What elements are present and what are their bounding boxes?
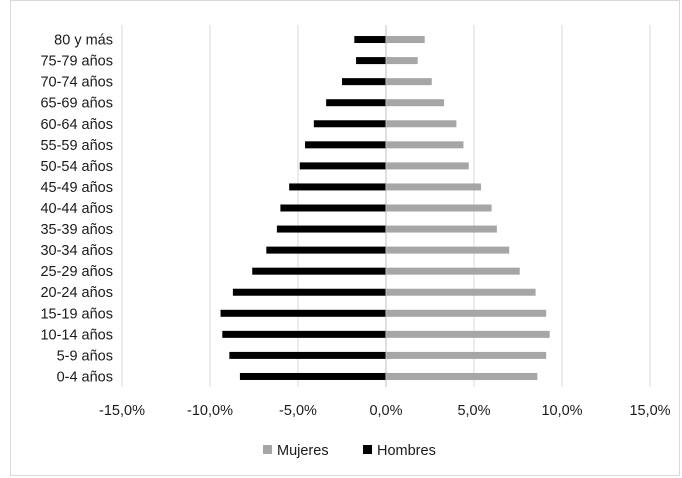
bar-mujeres xyxy=(386,225,497,233)
bar-hombres xyxy=(280,204,386,212)
category-label: 30-34 años xyxy=(40,243,113,259)
bar-mujeres xyxy=(386,36,425,44)
category-label: 0-4 años xyxy=(57,369,113,385)
bar-mujeres xyxy=(386,57,418,65)
category-label: 25-29 años xyxy=(40,264,113,280)
category-label: 5-9 años xyxy=(57,348,113,364)
bar-hombres xyxy=(354,36,386,44)
category-label: 40-44 años xyxy=(40,201,113,217)
legend-label-hombres: Hombres xyxy=(377,443,436,459)
category-labels: 0-4 años 5-9 años 10-14 años 15-19 años 20-2… xyxy=(40,33,113,386)
chart-area: 0-4 años 5-9 años 10-14 años 15-19 años 20-2… xyxy=(10,0,680,476)
bar-mujeres xyxy=(386,204,492,212)
category-label: 15-19 años xyxy=(40,306,113,322)
bar-mujeres xyxy=(386,267,520,275)
bar-mujeres xyxy=(386,246,510,254)
category-label: 55-59 años xyxy=(40,138,113,154)
bar-mujeres xyxy=(386,141,464,149)
category-label: 35-39 años xyxy=(40,222,113,238)
x-tick-label: 0,0% xyxy=(369,403,402,419)
category-label: 75-79 años xyxy=(40,54,113,70)
bar-hombres xyxy=(326,99,386,107)
bar-hombres xyxy=(222,330,386,338)
bar-mujeres xyxy=(386,162,469,170)
bar-hombres xyxy=(299,162,386,170)
bar-hombres xyxy=(232,288,386,296)
category-label: 80 y más xyxy=(54,33,113,49)
x-tick-label: 5,0% xyxy=(457,403,490,419)
bar-mujeres xyxy=(386,78,432,86)
bar-hombres xyxy=(289,183,386,191)
bar-hombres xyxy=(266,246,386,254)
bar-mujeres xyxy=(386,99,445,107)
category-label: 70-74 años xyxy=(40,75,113,91)
bar-hombres xyxy=(252,267,386,275)
bar-hombres xyxy=(220,309,386,317)
category-label: 60-64 años xyxy=(40,117,113,133)
bar-hombres xyxy=(229,351,386,359)
bar-hombres xyxy=(276,225,386,233)
legend-swatch-mujeres xyxy=(263,445,272,454)
category-label: 50-54 años xyxy=(40,159,113,175)
bar-mujeres xyxy=(386,351,547,359)
x-tick-label: 15,0% xyxy=(629,403,670,419)
population-pyramid-chart: 0-4 años 5-9 años 10-14 años 15-19 años 20-2… xyxy=(40,25,671,459)
bar-hombres xyxy=(342,78,386,86)
bar-mujeres xyxy=(386,120,457,128)
category-label: 45-49 años xyxy=(40,180,113,196)
x-tick-labels: -15,0% -10,0% -5,0% 0,0% 5,0% 10,0% 15,0% xyxy=(99,403,671,419)
bar-hombres xyxy=(313,120,386,128)
legend: Mujeres Hombres xyxy=(263,443,436,459)
bar-mujeres xyxy=(386,330,550,338)
bar-hombres xyxy=(239,372,386,380)
bar-hombres xyxy=(305,141,386,149)
category-label: 10-14 años xyxy=(40,327,113,343)
x-tick-label: 10,0% xyxy=(541,403,582,419)
legend-label-mujeres: Mujeres xyxy=(277,443,329,459)
x-tick-label: -15,0% xyxy=(99,403,145,419)
category-label: 20-24 años xyxy=(40,285,113,301)
bar-mujeres xyxy=(386,288,536,296)
bars xyxy=(220,36,550,380)
legend-swatch-hombres xyxy=(363,445,372,454)
x-tick-label: -10,0% xyxy=(187,403,233,419)
bar-mujeres xyxy=(386,309,547,317)
bar-mujeres xyxy=(386,183,482,191)
category-label: 65-69 años xyxy=(40,96,113,112)
x-tick-label: -5,0% xyxy=(279,403,317,419)
bar-mujeres xyxy=(386,372,538,380)
bar-hombres xyxy=(356,57,386,65)
